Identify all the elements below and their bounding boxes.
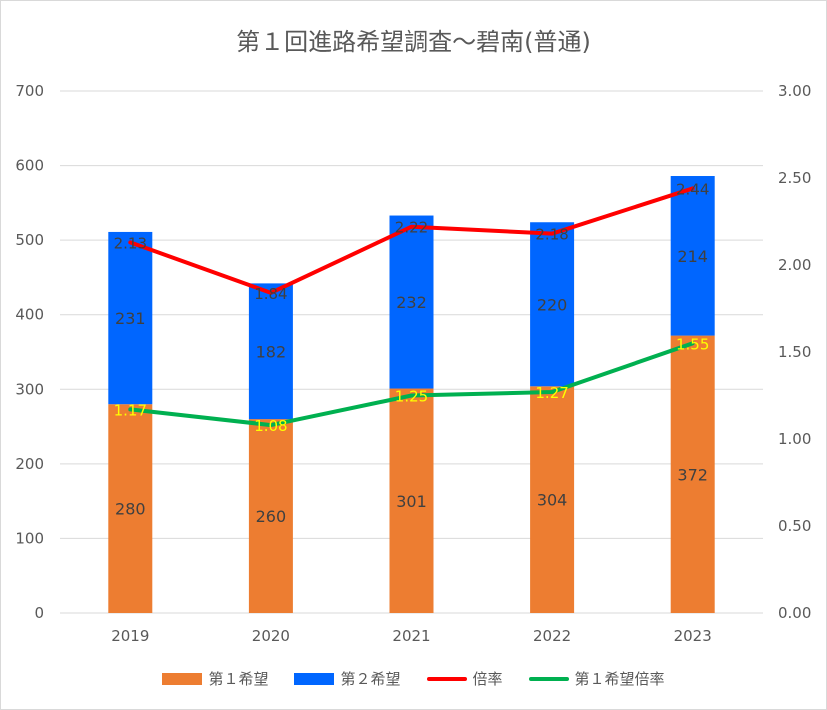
bar-first-choice-label: 280 (115, 500, 146, 519)
legend-label: 第２希望 (340, 670, 401, 688)
line-first-ratio-label: 1.17 (114, 401, 147, 419)
line-first-ratio-point (410, 394, 413, 397)
y-tick-label: 0 (34, 604, 44, 622)
bar-second-choice (530, 222, 575, 387)
bar-first-choice (530, 386, 575, 613)
legend-swatch (162, 672, 203, 685)
y-tick-label: 500 (15, 231, 44, 249)
x-tick-label: 2020 (252, 627, 290, 645)
x-tick-label: 2022 (533, 627, 571, 645)
legend-item-ratio: 倍率 (426, 668, 503, 689)
legend-swatch (528, 676, 569, 681)
y2-tick-label: 0.00 (778, 604, 811, 622)
y-tick-label: 700 (15, 82, 44, 100)
line-ratio-point (410, 225, 413, 229)
legend-item-first-ratio: 第１希望倍率 (528, 668, 665, 689)
bar-first-choice-label: 304 (537, 491, 568, 510)
y2-tick-label: 3.00 (778, 82, 811, 100)
line-first-ratio-point (691, 341, 695, 345)
line-first-ratio-label: 1.08 (254, 417, 287, 435)
y-tick-label: 600 (15, 157, 44, 175)
bar-second-choice (108, 231, 153, 405)
legend: 第１希望 第２希望 倍率 第１希望倍率 (0, 668, 827, 689)
line-first-ratio-label: 1.27 (535, 384, 568, 402)
line-first-ratio-label: 1.55 (676, 335, 709, 353)
line-ratio-label: 1.84 (254, 285, 287, 303)
y2-tick-label: 1.50 (778, 343, 811, 361)
y-tick-label: 100 (15, 529, 44, 547)
line-ratio-point (691, 186, 695, 190)
chart-title: 第１回進路希望調査〜碧南(普通) (236, 28, 591, 56)
line-ratio-point (128, 240, 132, 244)
bar-second-choice (389, 215, 434, 389)
y2-tick-label: 0.50 (778, 517, 811, 535)
line-ratio-point (550, 232, 554, 236)
bar-first-choice (248, 419, 293, 613)
line-ratio-label: 2.44 (676, 180, 709, 198)
bar-first-choice (389, 388, 434, 613)
bar-second-choice-label: 182 (256, 342, 287, 361)
bar-second-choice-label: 220 (537, 295, 568, 314)
bar-second-choice (248, 283, 293, 420)
y2-tick-label: 1.00 (778, 430, 811, 448)
legend-label: 第１希望倍率 (574, 670, 665, 688)
line-first-ratio-point (269, 423, 273, 427)
line-ratio-point (269, 291, 273, 295)
legend-swatch (294, 672, 335, 685)
bar-first-choice (670, 335, 715, 613)
y-tick-label: 300 (15, 380, 44, 398)
legend-label: 第１希望 (208, 670, 269, 688)
legend-swatch (426, 676, 467, 681)
bar-second-choice (670, 176, 715, 336)
line-first-ratio-label: 1.25 (395, 388, 428, 406)
line-ratio-label: 2.18 (535, 226, 568, 244)
y2-tick-label: 2.50 (778, 169, 811, 187)
x-tick-label: 2021 (392, 627, 430, 645)
y-tick-label: 200 (15, 455, 44, 473)
line-ratio-label: 2.22 (395, 219, 428, 237)
legend-item-first-choice: 第１希望 (162, 668, 268, 689)
bar-second-choice-label: 214 (677, 247, 708, 266)
line-ratio-label: 2.13 (114, 234, 147, 252)
bar-first-choice-label: 372 (677, 465, 708, 484)
bar-second-choice-label: 231 (115, 309, 146, 328)
x-tick-label: 2023 (674, 627, 712, 645)
legend-item-second-choice: 第２希望 (294, 668, 401, 689)
y-tick-label: 400 (15, 306, 44, 324)
bar-second-choice-label: 232 (396, 293, 427, 312)
line-first-ratio-point (128, 407, 132, 411)
bar-first-choice-label: 260 (256, 507, 287, 526)
bar-first-choice (108, 404, 153, 613)
x-tick-label: 2019 (111, 627, 149, 645)
line-first-ratio-point (550, 390, 554, 394)
y2-tick-label: 2.00 (778, 256, 811, 274)
legend-label: 倍率 (472, 670, 503, 688)
bar-first-choice-label: 301 (396, 492, 427, 511)
